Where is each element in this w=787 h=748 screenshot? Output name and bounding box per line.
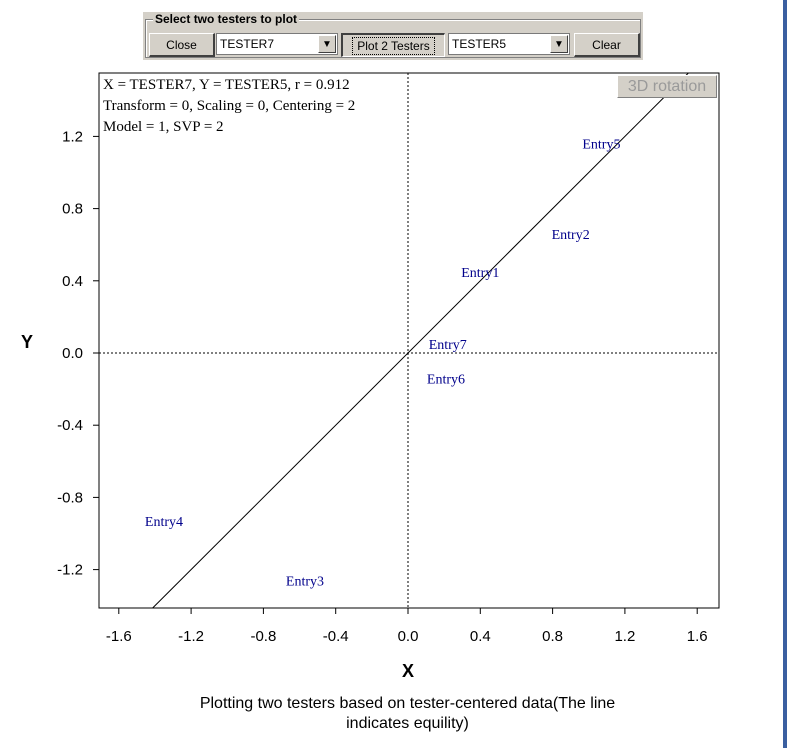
x-tick-label: -1.2 [178, 628, 204, 645]
data-point-label: Entry1 [461, 266, 499, 281]
plot-button-label: Plot 2 Testers [352, 36, 435, 55]
x-tick-label: 1.2 [614, 628, 635, 645]
close-button[interactable]: Close [149, 33, 215, 57]
x-tick-label: 0.4 [470, 628, 491, 645]
y-tick-label: 1.2 [62, 128, 83, 145]
x-tester-value: TESTER7 [220, 37, 275, 51]
y-axis-label: Y [21, 332, 33, 352]
data-point-label: Entry2 [552, 228, 590, 243]
x-tick-label: -0.4 [323, 628, 349, 645]
clear-button-label: Clear [592, 37, 621, 52]
x-tick-label: -0.8 [250, 628, 276, 645]
y-tick-label: -0.4 [57, 417, 83, 434]
x-tick-label: -1.6 [106, 628, 132, 645]
y-tick-label: 0.8 [62, 201, 83, 218]
window-border [783, 0, 787, 748]
x-tester-select[interactable]: TESTER7 ▼ [216, 33, 338, 55]
x-tick-label: 0.0 [398, 628, 419, 645]
y-tick-label: -0.8 [57, 489, 83, 506]
y-tick-label: 0.4 [62, 273, 83, 290]
chevron-down-icon[interactable]: ▼ [550, 35, 568, 53]
chart-caption: Plotting two testers based on tester-cen… [150, 694, 665, 734]
data-point-label: Entry6 [427, 372, 465, 387]
data-point-label: Entry4 [145, 515, 183, 530]
y-tester-value: TESTER5 [452, 37, 507, 51]
plot-area [98, 72, 720, 609]
equality-line [152, 72, 689, 609]
info-line-3: Model = 1, SVP = 2 [103, 119, 224, 135]
group-title: Select two testers to plot [153, 12, 300, 26]
plot-2-testers-button[interactable]: Plot 2 Testers [341, 33, 445, 57]
y-tick-label: -1.2 [57, 562, 83, 579]
caption-line-1: Plotting two testers based on tester-cen… [199, 695, 616, 712]
info-line-2: Transform = 0, Scaling = 0, Centering = … [103, 98, 355, 114]
chevron-down-icon[interactable]: ▼ [318, 35, 336, 53]
y-tick-label: 0.0 [62, 345, 83, 362]
data-point-label: Entry3 [286, 574, 324, 589]
caption-line-2: indicates equility) [346, 715, 469, 732]
group-box [145, 19, 641, 58]
x-tick-label: 1.6 [687, 628, 708, 645]
scatter-chart: -1.6 -1.2 -0.8 -0.4 0.0 0.4 0.8 1.2 1.6 1.2 0.8 0.4… [21, 72, 720, 681]
y-tester-select[interactable]: TESTER5 ▼ [448, 33, 570, 55]
close-button-label: Close [166, 37, 197, 52]
x-axis-label: X [402, 661, 414, 681]
data-point-label: Entry5 [582, 138, 620, 153]
3d-rotation-button[interactable]: 3D rotation [617, 75, 717, 98]
data-point-label: Entry7 [429, 338, 467, 353]
tester-selection-panel: Select two testers to plot Close TESTER7… [143, 12, 643, 60]
x-tick-label: 0.8 [542, 628, 563, 645]
plot-layer: -1.6 -1.2 -0.8 -0.4 0.0 0.4 0.8 1.2 1.6 1.2 0.8 0.4… [57, 72, 719, 645]
info-line-1: X = TESTER7, Y = TESTER5, r = 0.912 [103, 77, 350, 93]
clear-button[interactable]: Clear [574, 33, 640, 57]
